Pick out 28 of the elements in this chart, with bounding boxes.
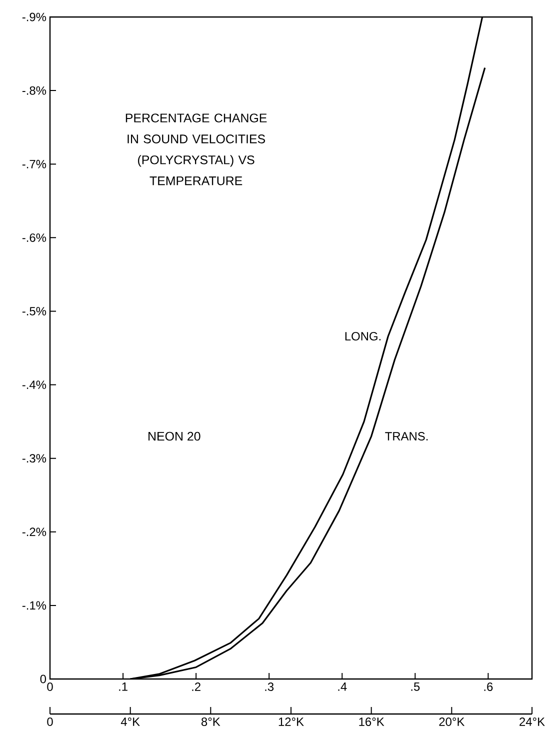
y-tick-label: -.4% bbox=[22, 380, 46, 389]
x2-tick-label: 24°K bbox=[520, 718, 545, 726]
annotation: NEON 20 bbox=[148, 432, 200, 441]
y-tick-label: -.2% bbox=[22, 528, 46, 536]
y-tick-label: -.8% bbox=[22, 86, 46, 95]
y-tick-label: -.3% bbox=[22, 454, 46, 463]
y-tick-label: 0 bbox=[40, 674, 46, 684]
x-tick-label: 0 bbox=[47, 682, 53, 691]
y-tick-label: -.6% bbox=[22, 233, 46, 242]
x2-tick-label: 20°K bbox=[439, 718, 465, 726]
x-tick-label: .4 bbox=[338, 682, 347, 691]
y-tick-label: -.9% bbox=[22, 12, 46, 22]
x-tick-label: .1 bbox=[119, 682, 128, 691]
series-label: TRANS. bbox=[385, 432, 428, 440]
x2-tick-label: 12°K bbox=[278, 718, 304, 726]
x-tick-label: .6 bbox=[484, 682, 493, 691]
y-tick-label: -.1% bbox=[22, 601, 46, 610]
y-tick-label: -.7% bbox=[22, 160, 46, 168]
x-tick-label: .5 bbox=[411, 682, 420, 691]
x2-tick-label: 4°K bbox=[120, 718, 140, 726]
y-tick-label: -.5% bbox=[22, 307, 46, 316]
text: PERCENTAGE CHANGE IN SOUND VELOCITIES (POLYCRYSTAL) VS TEMPERATURE bbox=[126, 114, 267, 186]
x2-tick-label: 0 bbox=[47, 718, 53, 726]
x2-tick-label: 16°K bbox=[359, 718, 384, 726]
x2-tick-label: 8°K bbox=[201, 718, 220, 726]
x-tick-label: .3 bbox=[265, 682, 274, 691]
x-tick-label: .2 bbox=[192, 682, 200, 691]
series-label: LONG. bbox=[345, 332, 381, 340]
